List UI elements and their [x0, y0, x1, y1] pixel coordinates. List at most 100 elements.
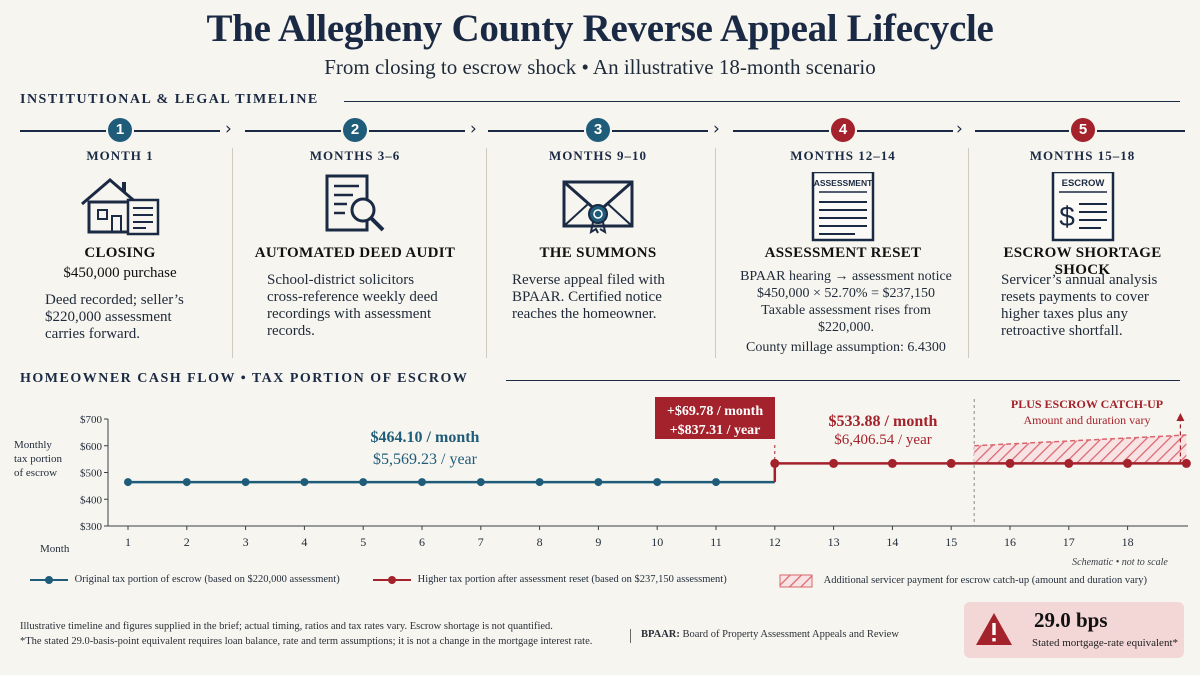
escrow-icon-label: ESCROW: [1061, 178, 1104, 189]
chevron-right-icon: ›: [956, 119, 963, 139]
chevron-right-icon: ›: [713, 119, 720, 139]
higher-data-point: [1181, 458, 1191, 468]
assessment-notice-icon: ASSESSMENT: [811, 172, 875, 242]
increase-callout-box: [655, 397, 775, 439]
x-tick-label: 3: [243, 535, 249, 549]
stage-2: 2 › MONTHS 3–6 AUTOMATED DEED AUDIT Scho…: [245, 110, 477, 360]
stage-1-line: carries forward.: [45, 326, 140, 342]
page-subtitle: From closing to escrow shock • An illust…: [324, 55, 876, 79]
stage-2-line: records.: [267, 323, 315, 339]
higher-data-point: [946, 458, 956, 468]
cashflow-section-title: HOMEOWNER CASH FLOW • TAX PORTION OF ESC…: [20, 371, 469, 386]
stage-2-line: recordings with assessment: [267, 306, 432, 322]
footnote-1: Illustrative timeline and figures suppli…: [20, 621, 553, 632]
catchup-arrow-head: [1176, 413, 1185, 421]
higher-data-point: [887, 458, 897, 468]
stage-4-line: County millage assumption: 6.4300: [746, 340, 946, 355]
stage-4-description: BPAAR hearing → assessment notice $450,0…: [733, 268, 959, 356]
stage-3: 3 › MONTHS 9–10 THE SUMMONS Reverse appe…: [488, 110, 720, 360]
x-tick-label: 15: [945, 535, 957, 549]
before-month-annotation: $464.10 / month: [371, 429, 480, 446]
x-tick-label: 18: [1122, 535, 1134, 549]
x-tick-label: 7: [478, 535, 484, 549]
stage-3-month: MONTHS 9–10: [548, 148, 648, 163]
stage-2-title: AUTOMATED DEED AUDIT: [254, 245, 456, 261]
stage-divider: [715, 148, 716, 358]
jump-month-annotation: +$69.78 / month: [667, 404, 763, 419]
assessment-icon-label: ASSESSMENT: [814, 178, 873, 188]
original-data-point: [418, 478, 426, 487]
stage-5-line: retroactive shortfall.: [1001, 323, 1123, 339]
stage-1: 1 › MONTH 1 CLOSING $450,000 purchase De…: [20, 110, 232, 360]
legend-item-original: Original tax portion of escrow (based on…: [30, 574, 340, 585]
stage-1-month: MONTH 1: [86, 148, 154, 163]
timeline-connector: [612, 130, 708, 132]
timeline-connector: [369, 130, 465, 132]
y-axis-label-line: Monthly: [14, 439, 52, 451]
original-data-point: [594, 478, 603, 487]
x-tick-label: 1: [125, 535, 131, 549]
original-data-point: [124, 478, 132, 487]
x-tick-label: 8: [537, 535, 543, 549]
x-tick-label: 17: [1063, 535, 1075, 549]
original-data-point: [300, 478, 309, 487]
timeline-connector: [20, 130, 106, 132]
dollar-sign-icon: $: [1059, 201, 1075, 232]
catchup-band: [974, 435, 1187, 464]
bps-label: Stated mortgage-rate equivalent*: [1032, 637, 1178, 649]
y-tick-label: $500: [80, 468, 103, 480]
original-data-point: [712, 478, 720, 487]
stage-4-line: BPAAR hearing → assessment notice: [740, 269, 952, 284]
stage-5-line: Servicer’s annual analysis: [1001, 272, 1158, 288]
legend-swatch-line: [30, 575, 68, 584]
stage-1-line: $220,000 assessment: [45, 309, 172, 325]
chevron-right-icon: ›: [225, 119, 232, 139]
x-tick-label: 9: [595, 535, 601, 549]
stage-4-number-badge: 4: [831, 118, 855, 142]
timeline-section-title: INSTITUTIONAL & LEGAL TIMELINE: [20, 92, 319, 107]
catchup-title: PLUS ESCROW CATCH-UP: [1011, 397, 1163, 411]
before-year-annotation: $5,569.23 / year: [373, 451, 478, 468]
stage-1-subtitle: $450,000 purchase: [63, 265, 177, 281]
stage-5-description: Servicer’s annual analysis resets paymen…: [1001, 272, 1157, 340]
stage-3-line: reaches the homeowner.: [512, 306, 657, 322]
legend-swatch-hatch: [779, 574, 813, 588]
stage-3-number-badge: 3: [586, 118, 610, 142]
legend-swatch-line: [373, 575, 411, 584]
chevron-right-icon: ›: [470, 119, 477, 139]
stage-5-line: higher taxes plus any: [1001, 306, 1129, 322]
timeline-section-rule: [344, 101, 1180, 102]
x-tick-label: 13: [828, 535, 840, 549]
bps-callout: 29.0 bps Stated mortgage-rate equivalent…: [964, 602, 1184, 658]
timeline-connector: [975, 130, 1069, 132]
stage-4-title: ASSESSMENT RESET: [764, 245, 922, 261]
jump-year-annotation: +$837.31 / year: [670, 423, 761, 438]
x-tick-label: 12: [769, 535, 781, 549]
x-tick-label: 11: [710, 535, 722, 549]
stage-divider: [232, 148, 233, 358]
stage-4: 4 › MONTHS 12–14 ASSESSMENT ASSESSMENT R…: [733, 110, 963, 360]
stage-1-line: Deed recorded; seller’s: [45, 292, 184, 308]
x-tick-label: 5: [360, 535, 366, 549]
after-year-annotation: $6,406.54 / year: [834, 432, 931, 448]
escrow-statement-icon: ESCROW $: [1051, 172, 1114, 242]
higher-data-point: [1123, 458, 1133, 468]
stage-2-description: School-district solicitors cross-referen…: [267, 272, 438, 340]
x-tick-label: 6: [419, 535, 425, 549]
bpaar-term: BPAAR:: [641, 629, 680, 640]
page-title: The Allegheny County Reverse Appeal Life…: [206, 7, 994, 50]
bpaar-definition-text: Board of Property Assessment Appeals and…: [682, 629, 899, 640]
higher-data-point: [1005, 458, 1015, 468]
y-tick-label: $700: [80, 414, 103, 426]
timeline-connector: [1097, 130, 1185, 132]
catchup-band-edge: [974, 434, 1187, 447]
timeline-connector: [134, 130, 220, 132]
x-axis-label: Month: [40, 543, 70, 555]
original-data-point: [476, 478, 485, 487]
house-document-icon: [81, 178, 160, 236]
bps-value: 29.0 bps: [1034, 608, 1108, 632]
stage-2-line: School-district solicitors: [267, 272, 415, 288]
legend-label: Original tax portion of escrow (based on…: [74, 574, 340, 585]
stage-2-number-badge: 2: [343, 118, 367, 142]
